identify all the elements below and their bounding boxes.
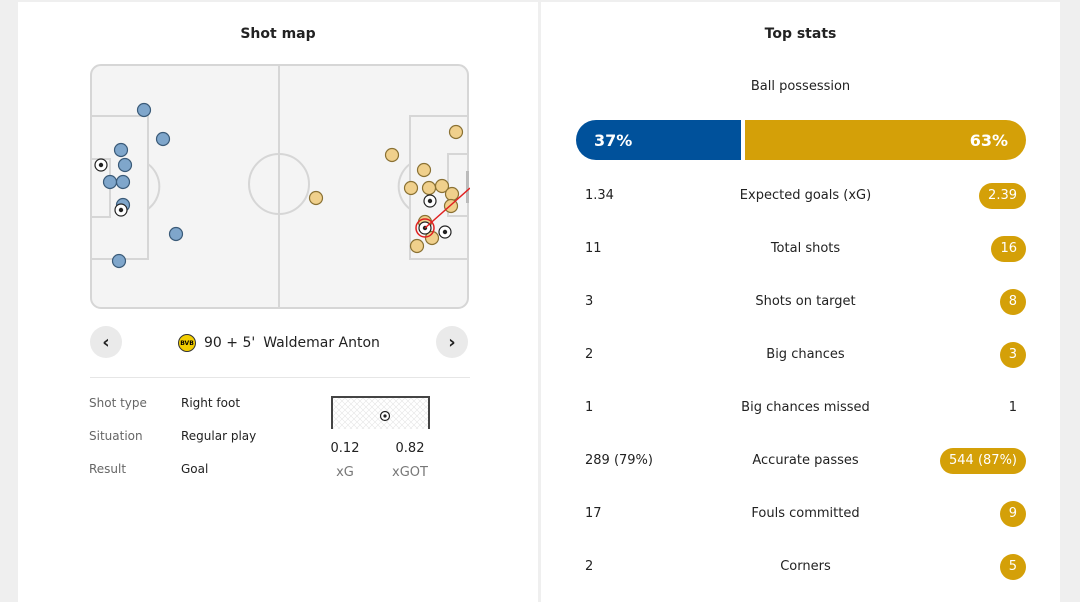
situation-value: Regular play <box>181 429 257 443</box>
possession-label: Ball possession <box>750 79 851 94</box>
stat-away-value: 16 <box>991 236 1026 262</box>
shot-marker <box>448 124 464 140</box>
goal-frame <box>331 396 430 429</box>
shot-marker <box>168 226 184 242</box>
goal-shot-marker <box>94 158 108 172</box>
shot-map-title: Shot map <box>240 26 316 42</box>
shot-type-value: Right foot <box>181 396 241 410</box>
stat-row: Fouls committed 17 9 <box>585 498 1026 530</box>
stat-label: Big chances <box>766 347 845 362</box>
shot-map-pitch[interactable] <box>90 64 470 310</box>
stat-away-value: 544 (87%) <box>940 448 1026 474</box>
stat-label: Fouls committed <box>751 506 860 521</box>
situation-label: Situation <box>89 429 143 443</box>
shot-marker <box>136 102 152 118</box>
stat-row: Expected goals (xG) 1.34 2.39 <box>585 180 1026 212</box>
result-label: Result <box>89 462 127 476</box>
stat-label: Corners <box>780 559 831 574</box>
goal-shot-marker <box>438 225 452 239</box>
selected-shot-trajectory <box>424 187 470 229</box>
stat-label: Big chances missed <box>741 400 870 415</box>
goal-shot-marker <box>423 194 437 208</box>
chevron-right-icon: › <box>448 331 456 353</box>
stat-home-value: 2 <box>585 559 594 574</box>
shot-marker <box>424 230 440 246</box>
possession-away: 63% <box>745 120 1026 160</box>
shot-marker <box>102 174 118 190</box>
stat-row: Accurate passes 289 (79%) 544 (87%) <box>585 445 1026 477</box>
shot-player: Waldemar Anton <box>263 335 380 351</box>
selected-shot-title: BVB 90 + 5' Waldemar Anton <box>178 334 380 352</box>
shot-marker <box>403 180 419 196</box>
top-stats-title: Top stats <box>764 26 837 42</box>
shot-marker <box>434 178 450 194</box>
team-logo-icon: BVB <box>178 334 196 352</box>
xgot-value: 0.82 <box>395 441 425 456</box>
stat-row: Big chances missed 1 1 <box>585 392 1026 424</box>
stat-row: Total shots 11 16 <box>585 233 1026 265</box>
home-shots <box>94 102 184 269</box>
shot-marker <box>111 253 127 269</box>
chevron-left-icon: ‹ <box>102 331 110 353</box>
stat-row: Shots on target 3 8 <box>585 286 1026 318</box>
xg-value: 0.12 <box>330 441 360 456</box>
stat-label: Total shots <box>770 241 841 256</box>
stat-home-value: 11 <box>585 241 602 256</box>
stat-label: Accurate passes <box>752 453 859 468</box>
shot-marker <box>384 147 400 163</box>
stat-home-value: 17 <box>585 506 602 521</box>
shot-marker <box>155 131 171 147</box>
divider <box>90 377 470 378</box>
shot-map-card: Shot map ‹ BVB 90 + 5' Waldemar Anton › … <box>18 2 538 602</box>
shot-marker <box>444 186 460 202</box>
previous-shot-button[interactable]: ‹ <box>90 326 122 358</box>
stat-home-value: 289 (79%) <box>585 453 653 468</box>
shot-marker <box>421 180 437 196</box>
xg-label: xG <box>336 465 354 480</box>
shot-time: 90 + 5' <box>204 335 256 351</box>
stat-away-value: 2.39 <box>979 183 1026 209</box>
selected-shot-ring <box>415 218 435 238</box>
top-stats-card: Top stats Ball possession 37% 63% Expect… <box>541 2 1060 602</box>
possession-bar: 37% 63% <box>576 120 1026 160</box>
ball-position-icon <box>379 410 391 422</box>
away-shots <box>308 124 470 254</box>
stat-row: Corners 2 5 <box>585 551 1026 583</box>
stat-row: Big chances 2 3 <box>585 339 1026 371</box>
stat-home-value: 3 <box>585 294 594 309</box>
shot-type-label: Shot type <box>89 396 147 410</box>
stat-away-value: 9 <box>999 501 1026 527</box>
shot-marker <box>416 162 432 178</box>
stat-label: Expected goals (xG) <box>739 188 872 203</box>
shot-marker <box>115 174 131 190</box>
stat-home-value: 2 <box>585 347 594 362</box>
stat-away-value: 3 <box>999 342 1026 368</box>
result-value: Goal <box>181 462 209 476</box>
stat-away-value: 5 <box>999 554 1026 580</box>
shot-marker <box>117 157 133 173</box>
stat-home-value: 1 <box>585 400 594 415</box>
stat-away-value: 1 <box>1008 400 1017 415</box>
goal-shot-marker <box>114 203 128 217</box>
shot-marker <box>113 142 129 158</box>
xgot-label: xGOT <box>392 465 428 480</box>
stat-label: Shots on target <box>755 294 856 309</box>
possession-home: 37% <box>576 120 741 160</box>
next-shot-button[interactable]: › <box>436 326 468 358</box>
shot-marker <box>308 190 324 206</box>
stat-home-value: 1.34 <box>585 188 614 203</box>
stat-away-value: 8 <box>999 289 1026 315</box>
shot-marker <box>409 238 425 254</box>
